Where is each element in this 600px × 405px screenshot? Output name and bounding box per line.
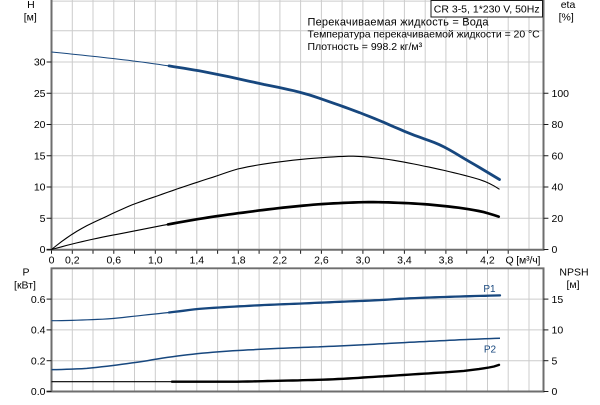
svg-text:1,0: 1,0 [148,255,163,267]
svg-text:0: 0 [49,255,55,267]
svg-text:P2: P2 [484,344,497,355]
svg-text:3,8: 3,8 [439,255,454,267]
svg-text:2,2: 2,2 [273,255,288,267]
svg-text:[%]: [%] [559,11,574,23]
svg-text:NPSH: NPSH [559,266,588,278]
svg-text:0.4: 0.4 [31,325,46,337]
svg-text:H: H [27,0,35,11]
svg-text:Перекачиваемая жидкость = Вода: Перекачиваемая жидкость = Вода [308,16,490,28]
svg-text:3,4: 3,4 [397,255,412,267]
svg-text:10: 10 [34,182,46,194]
svg-text:CR 3-5, 1*230 V, 50Hz: CR 3-5, 1*230 V, 50Hz [434,4,540,16]
svg-text:1,4: 1,4 [190,255,205,267]
svg-text:5: 5 [40,213,46,225]
svg-text:15: 15 [552,294,564,306]
svg-text:0.2: 0.2 [31,355,46,367]
svg-text:[кВт]: [кВт] [14,279,36,291]
svg-text:0.6: 0.6 [31,294,46,306]
svg-text:P: P [22,267,29,279]
svg-text:Плотность = 998.2 кг/м³: Плотность = 998.2 кг/м³ [308,41,423,53]
svg-text:2,6: 2,6 [314,255,329,267]
svg-text:1,8: 1,8 [231,255,246,267]
svg-text:0,6: 0,6 [106,255,121,267]
svg-text:Q [м³/ч]: Q [м³/ч] [506,255,541,267]
svg-text:P1: P1 [483,284,496,295]
svg-text:5: 5 [552,355,558,367]
svg-text:20: 20 [34,119,46,131]
svg-text:Температура перекачиваемой жид: Температура перекачиваемой жидкости = 20… [308,29,541,41]
svg-text:[м]: [м] [24,11,37,23]
svg-text:0,2: 0,2 [65,255,80,267]
svg-text:15: 15 [34,150,46,162]
svg-text:0: 0 [552,386,558,398]
svg-text:eta: eta [561,0,576,11]
svg-text:0.0: 0.0 [31,386,46,398]
svg-text:25: 25 [34,88,46,100]
svg-text:4,2: 4,2 [480,255,495,267]
svg-text:60: 60 [552,150,564,162]
svg-text:10: 10 [552,325,564,337]
svg-text:0: 0 [552,244,558,256]
svg-text:80: 80 [552,119,564,131]
svg-text:40: 40 [552,182,564,194]
svg-text:[м]: [м] [566,279,579,291]
svg-text:20: 20 [552,213,564,225]
svg-text:30: 30 [34,57,46,69]
svg-text:100: 100 [552,88,570,100]
svg-text:0: 0 [40,244,46,256]
svg-text:3,0: 3,0 [356,255,371,267]
